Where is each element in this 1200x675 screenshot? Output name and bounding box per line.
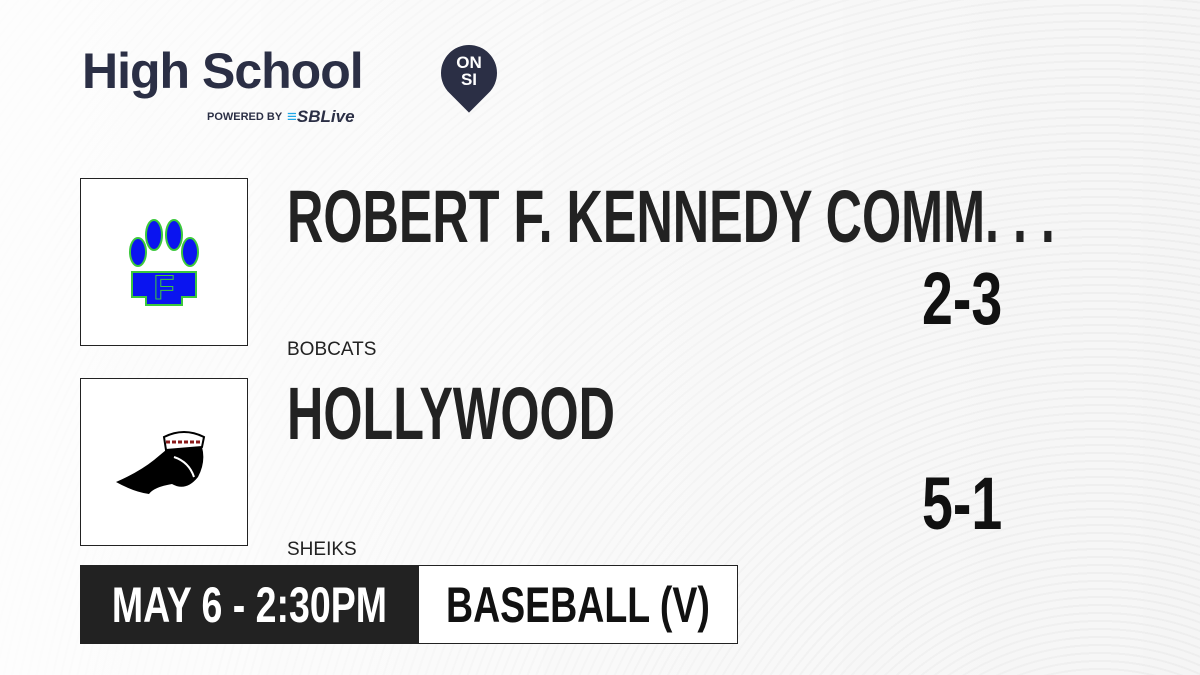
team-logo-hollywood bbox=[80, 378, 248, 546]
game-datetime-box: MAY 6 - 2:30PM bbox=[80, 565, 418, 644]
game-sport: BASEBALL (V) bbox=[446, 576, 710, 633]
game-sport-box: BASEBALL (V) bbox=[418, 565, 738, 644]
svg-text:F: F bbox=[154, 269, 175, 307]
team-record-away: 5-1 bbox=[922, 462, 1003, 545]
team-name-away: HOLLYWOOD bbox=[287, 372, 616, 455]
team-mascot-away: SHEIKS bbox=[287, 539, 357, 560]
brand-title: High School bbox=[82, 43, 364, 99]
powered-by-label: POWERED BY bbox=[207, 111, 283, 123]
team-logo-rfk: F bbox=[80, 178, 248, 346]
team-mascot-home: BOBCATS bbox=[287, 339, 377, 360]
team-record-home: 2-3 bbox=[922, 257, 1003, 340]
partner-logo: ≡SBLive bbox=[287, 107, 355, 126]
team-name-home: ROBERT F. KENNEDY COMM. . . bbox=[287, 175, 1055, 258]
brand-badge: ON SI bbox=[456, 53, 482, 89]
paw-logo-icon: F bbox=[129, 219, 199, 307]
game-datetime: MAY 6 - 2:30PM bbox=[111, 576, 387, 633]
sheik-logo-icon bbox=[116, 431, 206, 494]
